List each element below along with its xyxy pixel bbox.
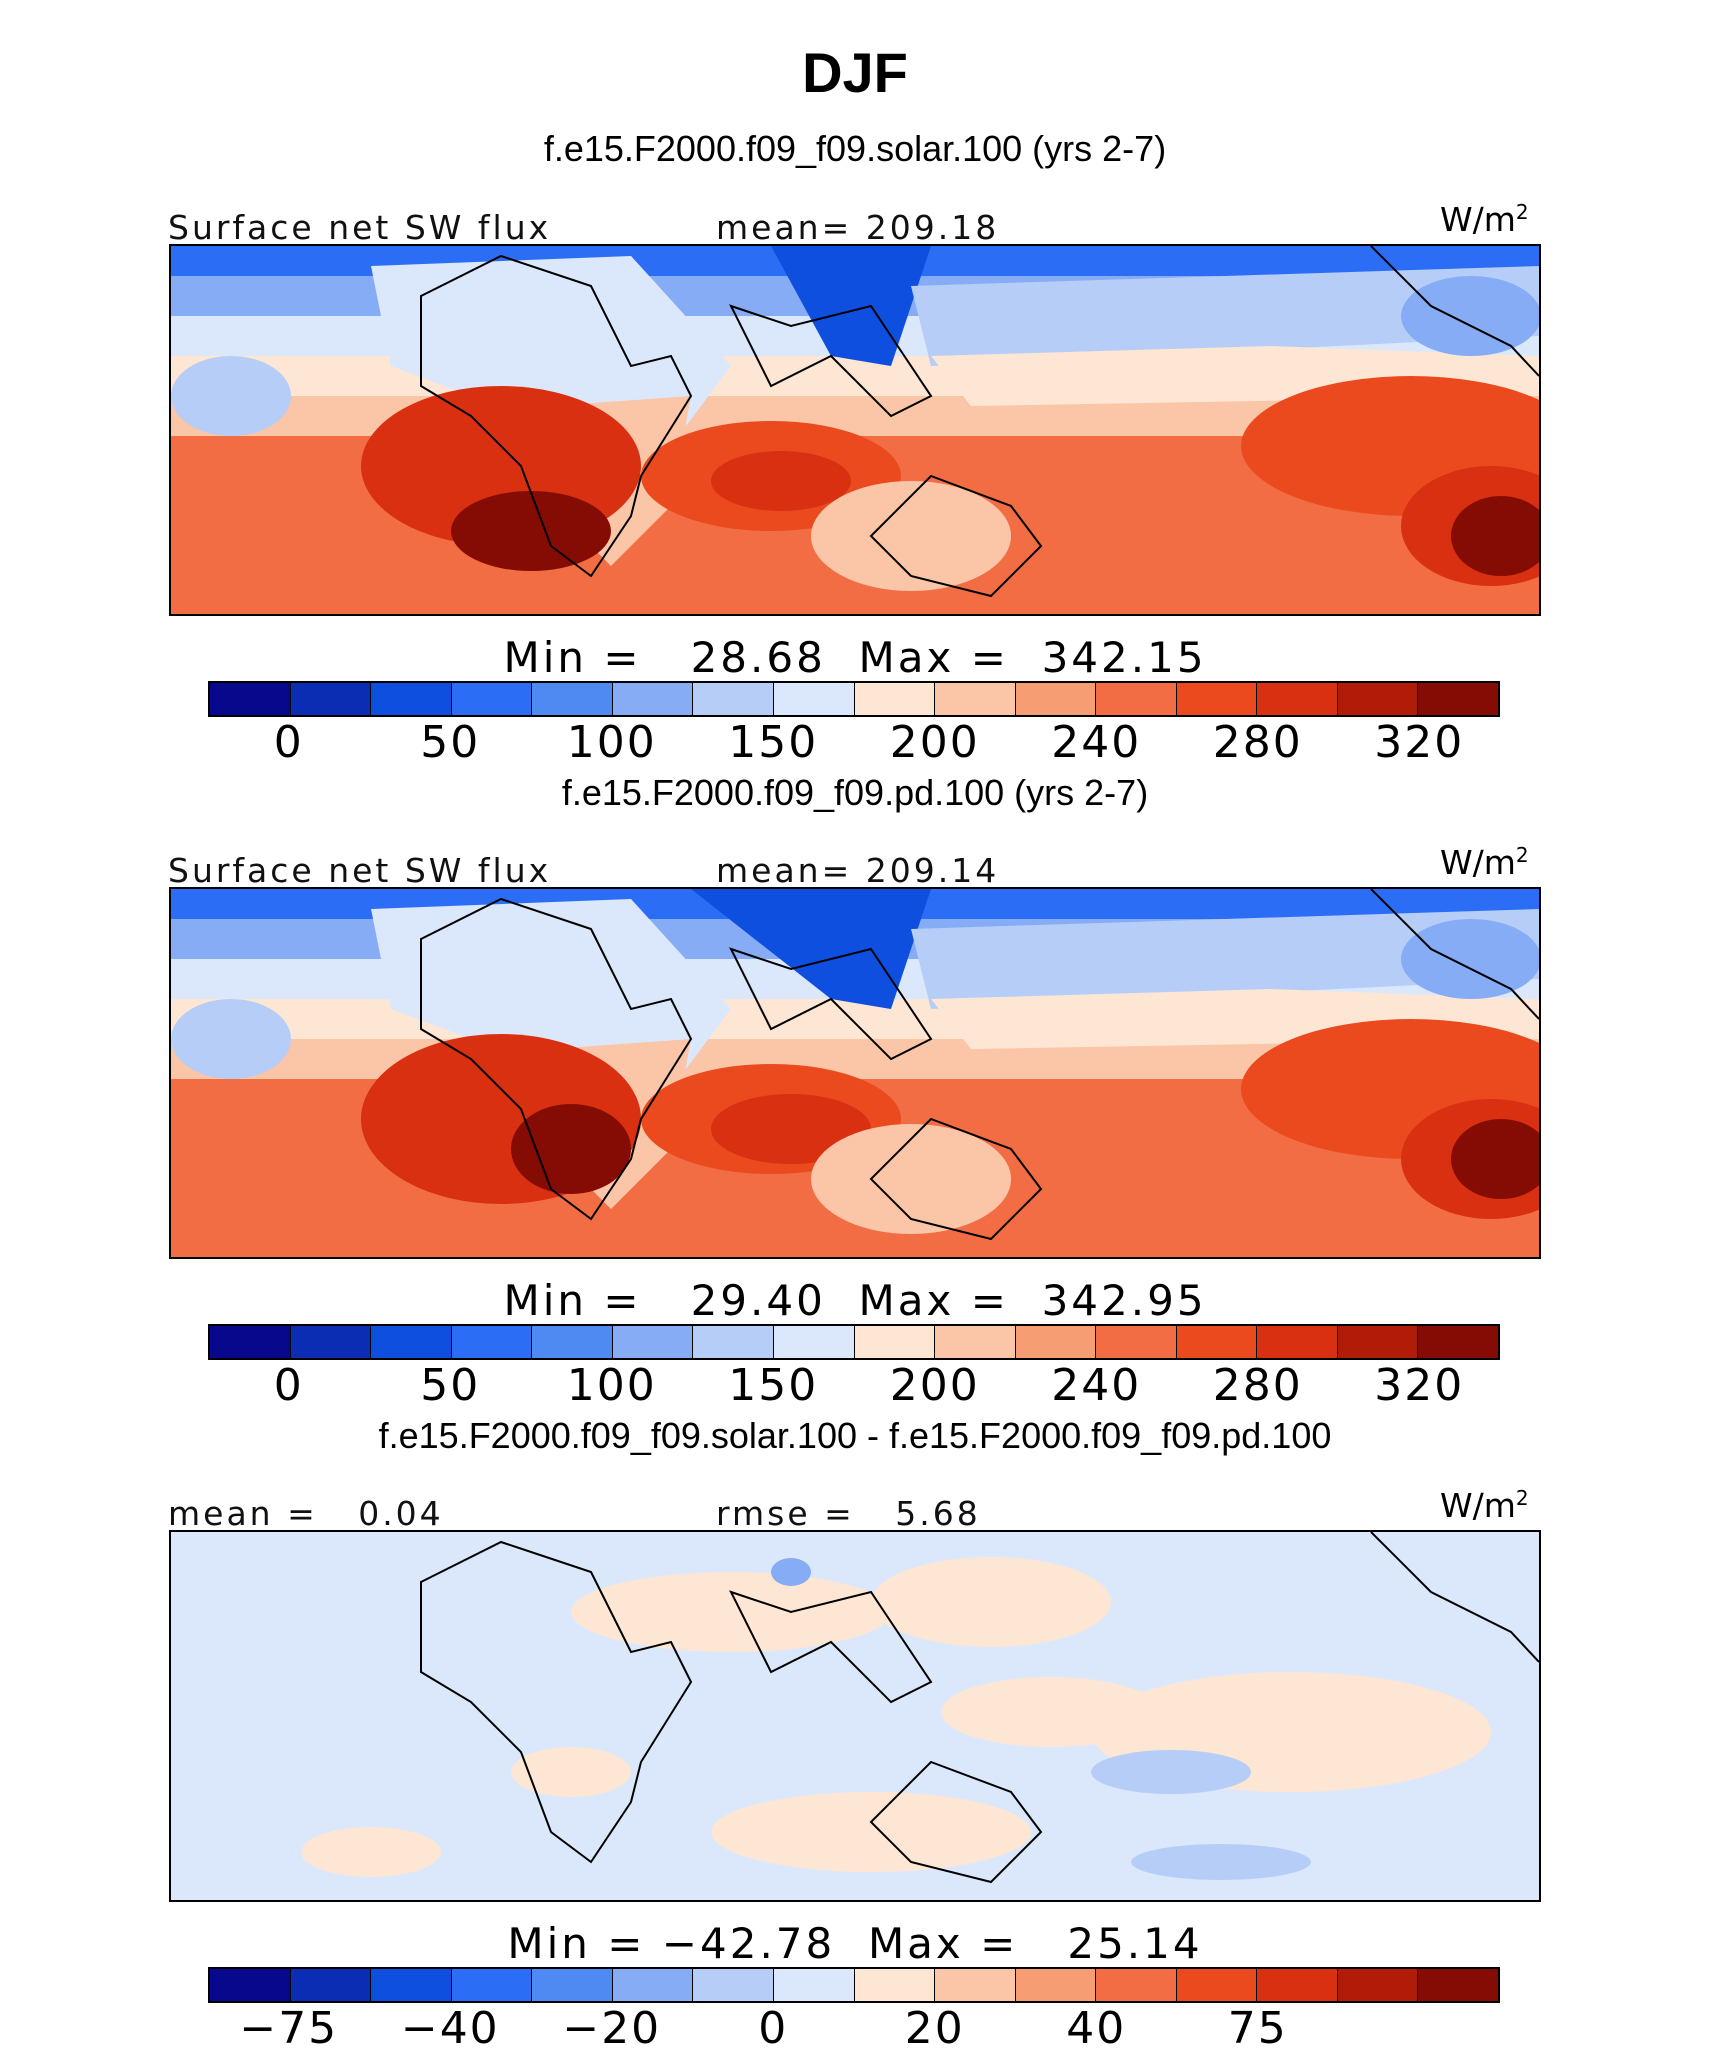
colorbar-box [1418, 683, 1498, 715]
colorbar-tick-label: 280 [1212, 1360, 1303, 1411]
colorbar-tick-label: 150 [728, 1360, 819, 1411]
colorbar-box [1015, 1969, 1097, 2001]
colorbar-box [935, 683, 1016, 715]
colorbar-tick-label: 50 [420, 1360, 481, 1411]
panel-2-map [169, 887, 1541, 1259]
colorbar-box [1257, 683, 1338, 715]
colorbar-tick-label: 240 [1051, 1360, 1142, 1411]
panel-2-minmax: Min = 29.40 Max = 342.95 [503, 1276, 1207, 1325]
panel-2-colorbar-ticks: 0 50 100 150 200 240 280 320 [208, 1360, 1500, 1411]
colorbar-box [290, 1969, 372, 2001]
colorbar-box [451, 1969, 533, 2001]
colorbar-box [532, 683, 613, 715]
colorbar-box [1096, 1969, 1177, 2001]
colorbar-box [693, 1326, 774, 1358]
colorbar-tick-label: 20 [904, 2003, 965, 2054]
colorbar-box [1337, 1326, 1419, 1358]
panel-3-units: W/m2 [1440, 1486, 1529, 1525]
colorbar-box [612, 1969, 694, 2001]
colorbar-box [371, 1326, 452, 1358]
colorbar-tick-label: 100 [566, 717, 657, 768]
panel-1-variable-label: Surface net SW flux [168, 208, 552, 247]
panel-3-map [169, 1530, 1541, 1902]
colorbar-box [1096, 1326, 1177, 1358]
colorbar-tick-label: −40 [400, 2003, 500, 2054]
panel-2-mean-label: mean= 209.14 [716, 851, 1000, 890]
colorbar-box [1257, 1326, 1338, 1358]
panel-1-mean-label: mean= 209.18 [716, 208, 1000, 247]
colorbar-box [210, 683, 291, 715]
colorbar-box [1015, 683, 1097, 715]
colorbar-box [1418, 1969, 1498, 2001]
colorbar-box [693, 1969, 774, 2001]
colorbar-box [210, 1969, 291, 2001]
panel-2-variable-label: Surface net SW flux [168, 851, 552, 890]
colorbar-box [1337, 1969, 1419, 2001]
colorbar-box [693, 683, 774, 715]
colorbar-tick-label: 200 [889, 717, 980, 768]
panel-1-minmax: Min = 28.68 Max = 342.15 [503, 633, 1207, 682]
colorbar-tick-label: 0 [273, 1360, 304, 1411]
colorbar-box [773, 683, 855, 715]
panel-1-colorbar-ticks: 0 50 100 150 200 240 280 320 [208, 717, 1500, 768]
colorbar-tick-label: −20 [562, 2003, 662, 2054]
panel-3-rmse-label: rmse = 5.68 [716, 1494, 981, 1533]
panel-1-colorbar [208, 681, 1500, 717]
colorbar-box [532, 1969, 613, 2001]
page-title: DJF [802, 41, 908, 104]
colorbar-tick-label: 50 [420, 717, 481, 768]
colorbar-box [1176, 1326, 1258, 1358]
colorbar-box [532, 1326, 613, 1358]
colorbar-box [854, 1969, 936, 2001]
panel-1-map [169, 244, 1541, 616]
colorbar-box [371, 1969, 452, 2001]
panel-3-minmax: Min = −42.78 Max = 25.14 [507, 1919, 1203, 1968]
colorbar-tick-label: 100 [566, 1360, 657, 1411]
colorbar-box [612, 1326, 694, 1358]
panel-1-units: W/m2 [1440, 200, 1529, 239]
panel-3-case-title: f.e15.F2000.f09_f09.solar.100 - f.e15.F2… [378, 1415, 1332, 1456]
colorbar-tick-label: 280 [1212, 717, 1303, 768]
colorbar-box [773, 1326, 855, 1358]
panel-1-case-title: f.e15.F2000.f09_f09.solar.100 (yrs 2-7) [543, 128, 1167, 169]
colorbar-tick-label: 0 [273, 717, 304, 768]
colorbar-box [1337, 683, 1419, 715]
panel-2-colorbar [208, 1324, 1500, 1360]
colorbar-box [935, 1969, 1016, 2001]
colorbar-tick-label: 200 [889, 1360, 980, 1411]
panel-3-colorbar-ticks: −75 −40 −20 0 20 40 75 [208, 2003, 1500, 2054]
colorbar-box [290, 683, 372, 715]
colorbar-box [371, 683, 452, 715]
colorbar-box [1418, 1326, 1498, 1358]
colorbar-tick-label: 320 [1374, 1360, 1465, 1411]
colorbar-tick-label: 40 [1066, 2003, 1127, 2054]
colorbar-tick-label: 240 [1051, 717, 1142, 768]
colorbar-box [1176, 683, 1258, 715]
panel-3-mean-label: mean = 0.04 [168, 1494, 444, 1533]
colorbar-tick-label: 150 [728, 717, 819, 768]
panel-2-case-title: f.e15.F2000.f09_f09.pd.100 (yrs 2-7) [561, 772, 1149, 813]
colorbar-box [854, 1326, 936, 1358]
colorbar-tick-label: 0 [758, 2003, 789, 2054]
colorbar-tick-label: 75 [1227, 2003, 1288, 2054]
colorbar-box [290, 1326, 372, 1358]
colorbar-box [935, 1326, 1016, 1358]
colorbar-box [854, 683, 936, 715]
panel-3-colorbar [208, 1967, 1500, 2003]
colorbar-box [210, 1326, 291, 1358]
colorbar-box [1015, 1326, 1097, 1358]
colorbar-tick-label: 320 [1374, 717, 1465, 768]
panel-2-units: W/m2 [1440, 843, 1529, 882]
colorbar-box [451, 683, 533, 715]
colorbar-box [451, 1326, 533, 1358]
colorbar-box [1257, 1969, 1338, 2001]
colorbar-box [1096, 683, 1177, 715]
colorbar-box [1176, 1969, 1258, 2001]
colorbar-box [773, 1969, 855, 2001]
colorbar-tick-label: −75 [239, 2003, 339, 2054]
colorbar-box [612, 683, 694, 715]
